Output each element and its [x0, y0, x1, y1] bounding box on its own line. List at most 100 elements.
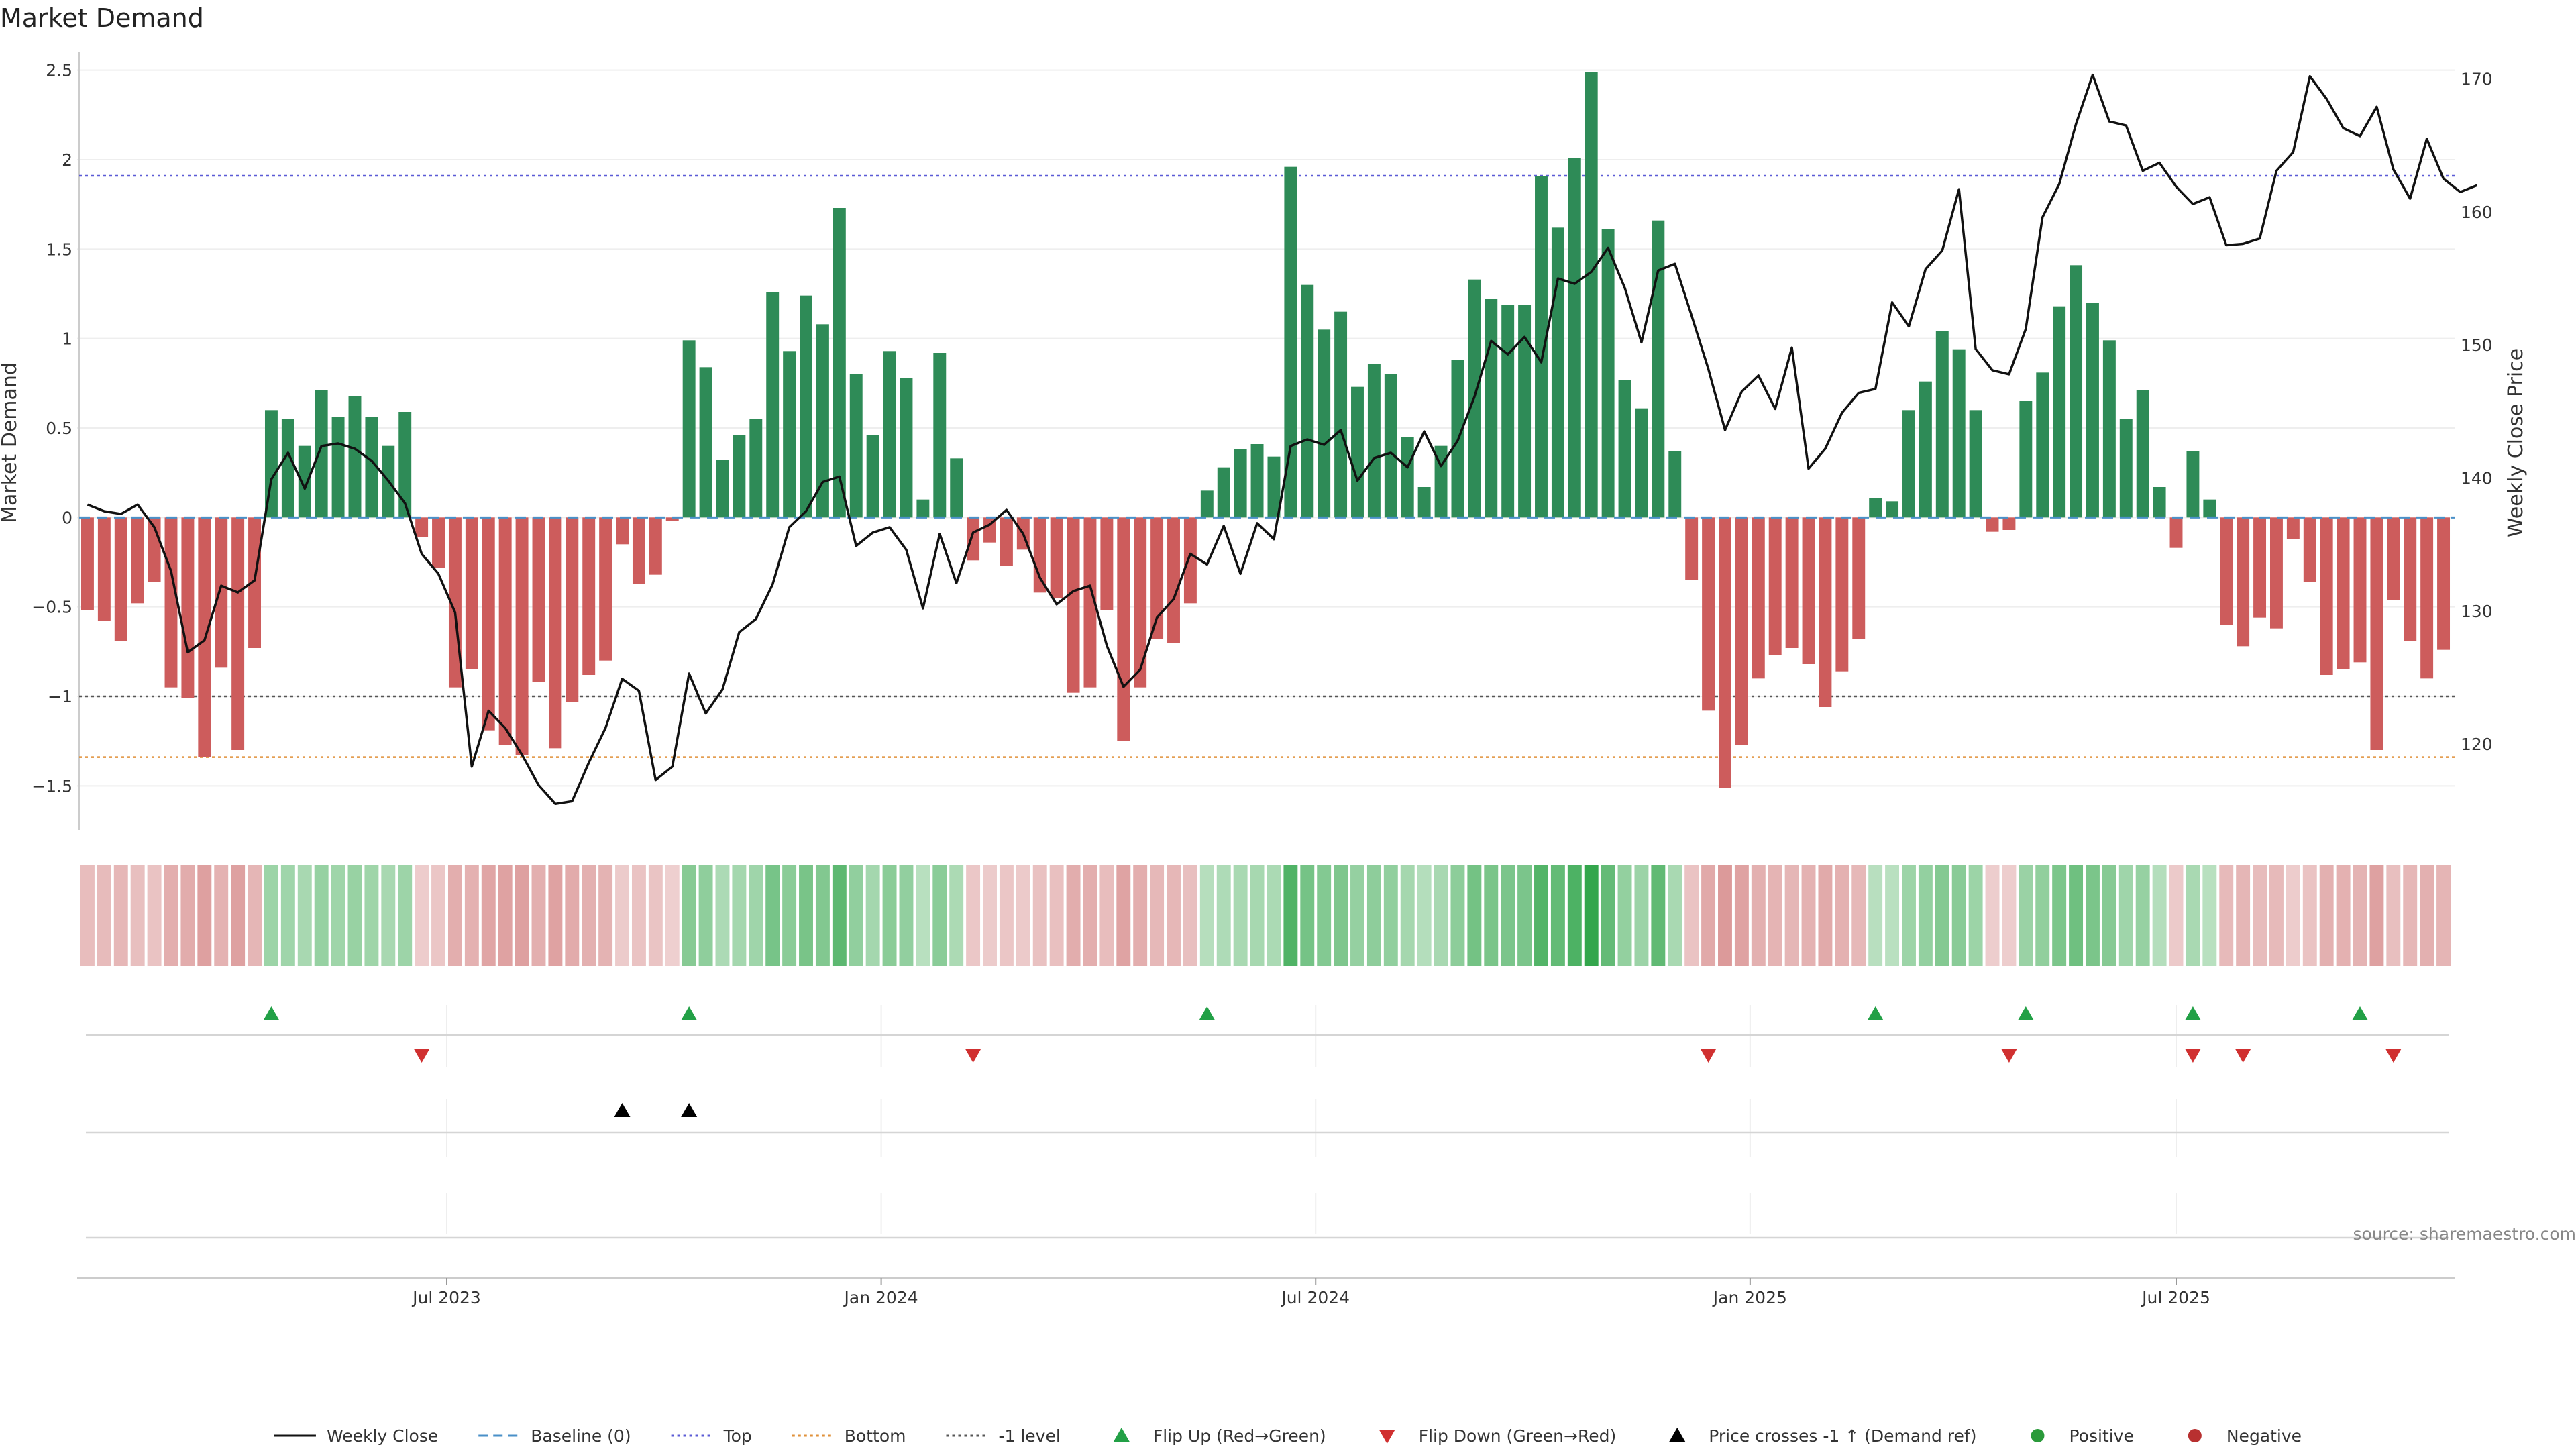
- legend-label: Weekly Close: [327, 1426, 438, 1446]
- demand-heat-strip: [80, 865, 2451, 966]
- heat-cell: [882, 865, 897, 966]
- left-axis-ticks: 2.5 2 1.5 1 0.5 0 −0.5 −1 −1.5: [32, 61, 72, 796]
- heat-cell: [682, 865, 696, 966]
- heat-cell: [749, 865, 763, 966]
- demand-bar: [1334, 311, 1348, 518]
- heat-cell: [1801, 865, 1816, 966]
- heat-cell: [732, 865, 747, 966]
- heat-cell: [1400, 865, 1415, 966]
- heat-cell: [130, 865, 145, 966]
- heat-cell: [1517, 865, 1532, 966]
- demand-bar: [2136, 390, 2149, 518]
- demand-bar: [1401, 437, 1414, 518]
- heat-cell: [248, 865, 262, 966]
- heat-cell: [1116, 865, 1131, 966]
- demand-bar: [1719, 517, 1731, 788]
- y-tick-label: 2.5: [46, 61, 72, 80]
- heat-cell: [498, 865, 513, 966]
- flip-down-marker: [1700, 1049, 1717, 1063]
- demand-bar: [1986, 517, 1999, 532]
- legend-item: Positive: [2031, 1426, 2134, 1446]
- flip-up-marker: [1867, 1006, 1884, 1020]
- heat-cell: [2420, 865, 2434, 966]
- demand-bar: [131, 517, 144, 604]
- heat-cell: [464, 865, 479, 966]
- heat-cell: [2319, 865, 2334, 966]
- demand-bar: [582, 517, 596, 675]
- heat-cell: [1183, 865, 1197, 966]
- y-tick-label: −1.5: [32, 776, 72, 796]
- heat-cell: [164, 865, 178, 966]
- demand-bar: [1351, 386, 1364, 518]
- heat-cell: [147, 865, 162, 966]
- legend-label: Positive: [2069, 1426, 2133, 1446]
- heat-cell: [1434, 865, 1448, 966]
- x-tick-label: Jan 2024: [843, 1288, 918, 1307]
- y-axis-right-title: Weekly Close Price: [2504, 348, 2528, 537]
- heat-cell: [1634, 865, 1649, 966]
- heat-cell: [799, 865, 813, 966]
- demand-bar: [1250, 444, 1264, 518]
- heat-cell: [1350, 865, 1364, 966]
- demand-bar: [2086, 303, 2099, 518]
- heat-cell: [1584, 865, 1599, 966]
- legend-item: Top: [671, 1426, 752, 1446]
- heat-cell: [2286, 865, 2300, 966]
- heat-cell: [2236, 865, 2251, 966]
- demand-bar: [1886, 501, 1899, 518]
- heat-cell: [214, 865, 229, 966]
- demand-bar: [2370, 517, 2383, 750]
- heat-cell: [1534, 865, 1548, 966]
- legend-item: Weekly Close: [274, 1426, 438, 1446]
- demand-bar: [1802, 517, 1815, 664]
- heat-cell: [1267, 865, 1281, 966]
- heat-cell: [765, 865, 780, 966]
- right-axis-ticks: 170 160 150 140 130 120: [2461, 70, 2493, 754]
- demand-bar: [2019, 401, 2033, 518]
- demand-bar: [1551, 227, 1564, 518]
- demand-bar: [749, 419, 763, 518]
- demand-bar: [1702, 517, 1715, 711]
- demand-bar: [2320, 517, 2333, 675]
- demand-bar: [2186, 451, 2200, 518]
- heat-cell: [1885, 865, 1900, 966]
- demand-bar: [415, 517, 429, 537]
- heat-cell: [1935, 865, 1949, 966]
- heat-cell: [1768, 865, 1782, 966]
- demand-bar: [1935, 331, 1949, 518]
- demand-bar: [231, 517, 245, 750]
- demand-bar: [2153, 487, 2166, 518]
- demand-bar: [1785, 517, 1799, 648]
- y-tick-label: 1: [62, 329, 72, 349]
- heat-cell: [2436, 865, 2451, 966]
- heat-cell: [1049, 865, 1064, 966]
- demand-bar: [1134, 517, 1147, 688]
- demand-bar: [181, 517, 195, 698]
- heat-cell: [1216, 865, 1231, 966]
- heat-cell: [381, 865, 396, 966]
- heat-cell: [1099, 865, 1114, 966]
- price-line-series: [87, 73, 2478, 806]
- demand-bar: [2119, 419, 2133, 518]
- legend-label: -1 level: [998, 1426, 1060, 1446]
- demand-bar: [866, 435, 879, 518]
- demand-bar: [599, 517, 612, 661]
- heat-cell: [481, 865, 496, 966]
- demand-bar: [2102, 340, 2116, 518]
- y-tick-label: 1.5: [46, 239, 72, 259]
- demand-bar: [2070, 265, 2083, 518]
- demand-bar: [1752, 517, 1765, 679]
- heat-cell: [1250, 865, 1265, 966]
- price-cross-marker: [614, 1103, 631, 1117]
- heat-cell: [2002, 865, 2017, 966]
- demand-bar: [2269, 517, 2283, 629]
- heat-cell: [1601, 865, 1615, 966]
- demand-bar: [2404, 517, 2417, 641]
- heat-cell: [1751, 865, 1766, 966]
- chart-title: Market Demand: [0, 3, 204, 33]
- heat-cell: [2369, 865, 2384, 966]
- demand-bar: [164, 517, 178, 688]
- demand-bar: [816, 324, 829, 518]
- demand-bar: [2237, 517, 2250, 647]
- legend-label: Top: [723, 1426, 752, 1446]
